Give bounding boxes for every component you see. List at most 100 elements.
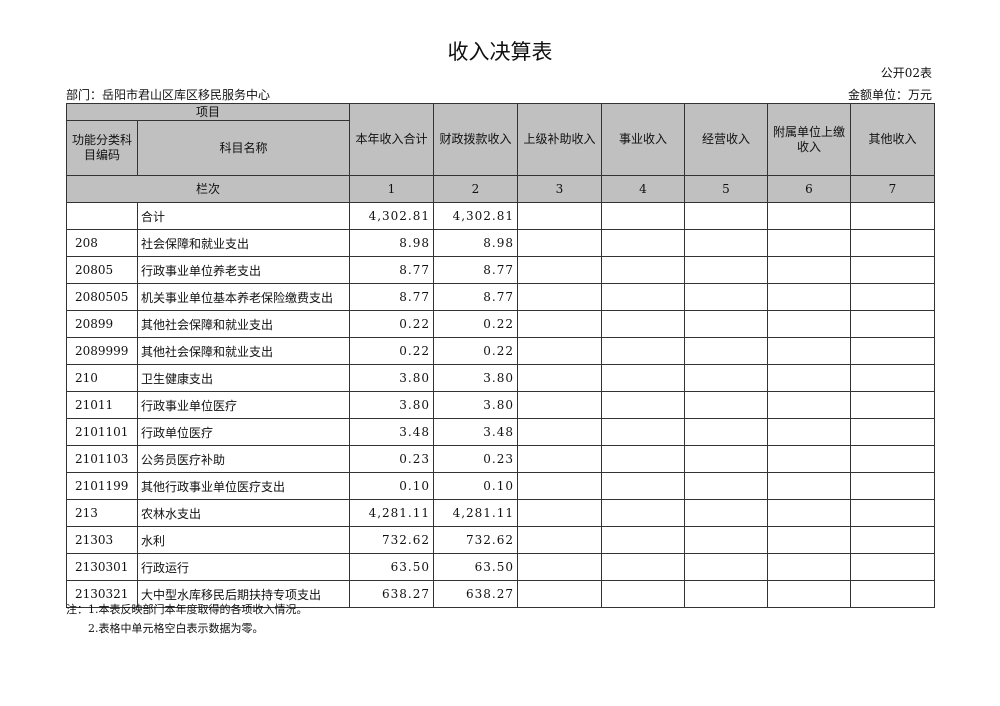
table-row: 210 卫生健康支出 3.80 3.80 (66, 364, 935, 392)
cell-total: 63.50 (349, 553, 434, 581)
cell-empty (517, 364, 602, 392)
cell-name: 行政单位医疗 (137, 418, 350, 446)
cell-code: 2130301 (66, 553, 138, 581)
cell-code: 208 (66, 229, 138, 257)
cell-total: 8.98 (349, 229, 434, 257)
cell-empty (684, 202, 768, 230)
cell-empty (601, 364, 685, 392)
cell-empty (601, 229, 685, 257)
cell-empty (601, 472, 685, 500)
cell-empty (850, 256, 935, 284)
table-row: 合计 4,302.81 4,302.81 (66, 202, 935, 230)
cell-code: 2130321 (66, 580, 138, 608)
cell-fiscal: 4,281.11 (433, 499, 518, 527)
cell-code: 2089999 (66, 337, 138, 365)
cell-total: 4,281.11 (349, 499, 434, 527)
table-row: 20805 行政事业单位养老支出 8.77 8.77 (66, 256, 935, 284)
header-col: 财政拨款收入 (433, 103, 518, 176)
header-item: 项目 (66, 103, 350, 121)
seq: 1 (349, 175, 434, 203)
cell-empty (517, 391, 602, 419)
cell-code: 210 (66, 364, 138, 392)
cell-empty (767, 337, 851, 365)
cell-empty (767, 364, 851, 392)
cell-empty (601, 337, 685, 365)
cell-name: 社会保障和就业支出 (137, 229, 350, 257)
cell-code: 2101101 (66, 418, 138, 446)
cell-total: 0.23 (349, 445, 434, 473)
cell-empty (850, 202, 935, 230)
cell-fiscal: 3.48 (433, 418, 518, 446)
cell-empty (850, 364, 935, 392)
cell-empty (767, 418, 851, 446)
cell-total: 0.22 (349, 310, 434, 338)
cell-name: 其他社会保障和就业支出 (137, 310, 350, 338)
cell-empty (850, 499, 935, 527)
cell-empty (850, 580, 935, 608)
cell-empty (684, 445, 768, 473)
cell-empty (601, 580, 685, 608)
cell-empty (684, 310, 768, 338)
cell-code: 213 (66, 499, 138, 527)
cell-total: 8.77 (349, 283, 434, 311)
cell-fiscal: 3.80 (433, 391, 518, 419)
cell-empty (850, 526, 935, 554)
cell-name: 行政事业单位医疗 (137, 391, 350, 419)
cell-code: 20899 (66, 310, 138, 338)
cell-empty (601, 310, 685, 338)
table-row: 21011 行政事业单位医疗 3.80 3.80 (66, 391, 935, 419)
cell-fiscal: 0.10 (433, 472, 518, 500)
cell-total: 3.80 (349, 364, 434, 392)
cell-empty (517, 580, 602, 608)
page-title: 收入决算表 (447, 40, 553, 64)
table-row: 2130321 大中型水库移民后期扶持专项支出 638.27 638.27 (66, 580, 935, 608)
cell-name: 其他社会保障和就业支出 (137, 337, 350, 365)
cell-empty (767, 256, 851, 284)
header-col: 经营收入 (684, 103, 768, 176)
cell-code: 21011 (66, 391, 138, 419)
cell-total: 3.80 (349, 391, 434, 419)
cell-empty (684, 364, 768, 392)
header-col: 本年收入合计 (349, 103, 434, 176)
amount-unit: 金额单位：万元 (847, 88, 932, 102)
cell-total: 3.48 (349, 418, 434, 446)
header-col: 事业收入 (601, 103, 685, 176)
cell-empty (767, 553, 851, 581)
cell-empty (684, 472, 768, 500)
table-row: 2130301 行政运行 63.50 63.50 (66, 553, 935, 581)
cell-name: 公务员医疗补助 (137, 445, 350, 473)
seq: 5 (684, 175, 768, 203)
cell-fiscal: 0.22 (433, 310, 518, 338)
cell-empty (601, 202, 685, 230)
cell-empty (767, 526, 851, 554)
cell-empty (767, 391, 851, 419)
cell-empty (517, 526, 602, 554)
header-name: 科目名称 (137, 120, 350, 176)
cell-empty (517, 283, 602, 311)
table-row: 2080505 机关事业单位基本养老保险缴费支出 8.77 8.77 (66, 283, 935, 311)
cell-empty (601, 553, 685, 581)
cell-empty (517, 202, 602, 230)
cell-empty (850, 418, 935, 446)
cell-fiscal: 4,302.81 (433, 202, 518, 230)
department: 部门：岳阳市君山区库区移民服务中心 (66, 88, 271, 102)
cell-fiscal: 0.23 (433, 445, 518, 473)
cell-total: 732.62 (349, 526, 434, 554)
cell-empty (850, 337, 935, 365)
cell-empty (850, 283, 935, 311)
cell-code: 21303 (66, 526, 138, 554)
cell-name: 行政运行 (137, 553, 350, 581)
cell-empty (684, 337, 768, 365)
cell-empty (850, 229, 935, 257)
cell-empty (850, 310, 935, 338)
seq: 4 (601, 175, 685, 203)
cell-empty (601, 526, 685, 554)
cell-empty (684, 229, 768, 257)
note: 注：1.本表反映部门本年度取得的各项收入情况。 (66, 603, 308, 616)
cell-empty (684, 256, 768, 284)
table-row: 213 农林水支出 4,281.11 4,281.11 (66, 499, 935, 527)
cell-name: 大中型水库移民后期扶持专项支出 (137, 580, 350, 608)
header-col: 附属单位上缴收入 (767, 103, 851, 176)
cell-empty (601, 418, 685, 446)
table-row: 2101101 行政单位医疗 3.48 3.48 (66, 418, 935, 446)
